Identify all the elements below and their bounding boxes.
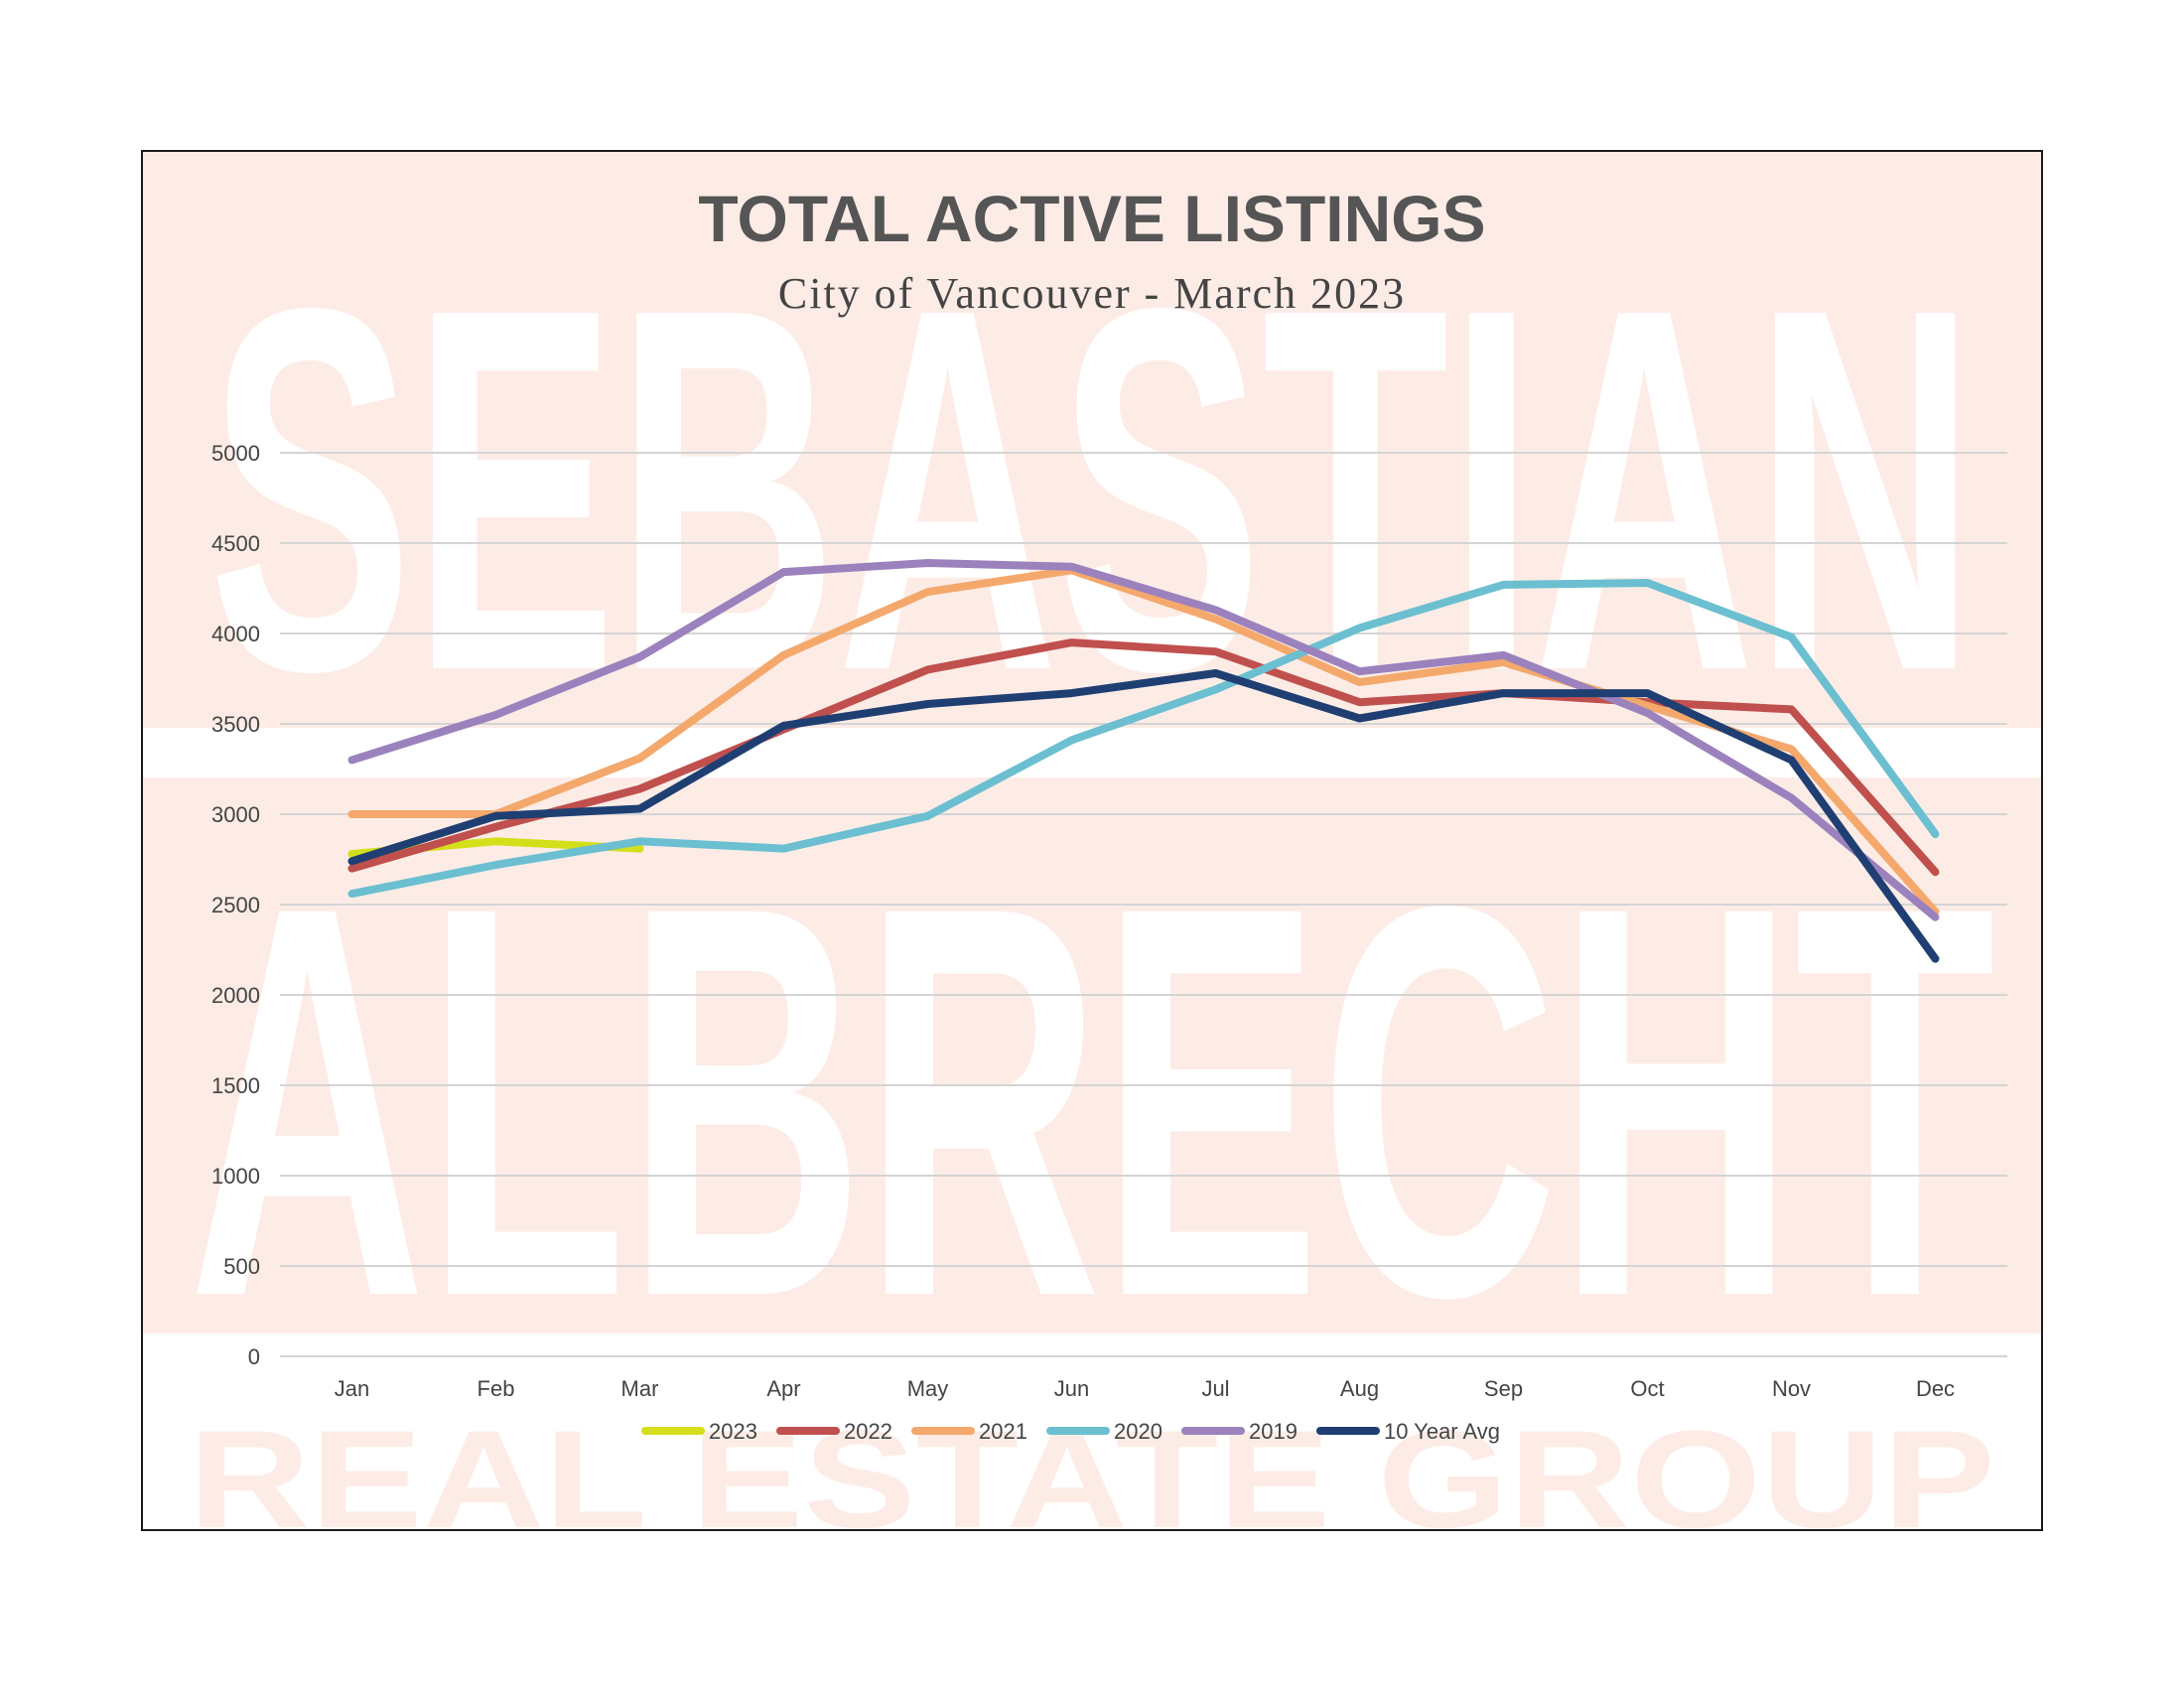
legend-label: 2022 — [844, 1419, 892, 1444]
chart-subtitle: City of Vancouver - March 2023 — [778, 269, 1406, 318]
legend-label: 10 Year Avg — [1384, 1419, 1500, 1444]
legend-item: 2021 — [911, 1419, 1027, 1444]
x-tick-label: Aug — [1340, 1376, 1379, 1401]
legend: 2023 2022 2021 2020 2019 10 Year Avg — [641, 1419, 1500, 1444]
series-layer — [347, 559, 1940, 963]
chart-frame: SEBASTIAN ALBRECHT REAL ESTATE GROUP TOT… — [141, 150, 2043, 1531]
watermark: SEBASTIAN ALBRECHT REAL ESTATE GROUP — [143, 152, 2041, 1529]
legend-label: 2021 — [979, 1419, 1027, 1444]
x-tick-label: Apr — [766, 1376, 800, 1401]
y-tick-label: 0 — [248, 1344, 260, 1369]
chart-svg: SEBASTIAN ALBRECHT REAL ESTATE GROUP TOT… — [143, 152, 2041, 1529]
legend-label: 2023 — [709, 1419, 757, 1444]
y-tick-label: 500 — [223, 1254, 260, 1279]
legend-item: 2023 — [641, 1419, 757, 1444]
y-tick-label: 4500 — [211, 531, 260, 556]
y-tick-label: 2000 — [211, 983, 260, 1008]
watermark-line2: ALBRECHT — [189, 790, 1995, 1412]
x-tick-label: Mar — [621, 1376, 659, 1401]
legend-item: 2019 — [1181, 1419, 1297, 1444]
series-line-2019 — [347, 559, 1940, 921]
y-tick-label: 5000 — [211, 441, 260, 466]
watermark-line1: SEBASTIAN — [208, 202, 1976, 778]
legend-item: 2020 — [1046, 1419, 1162, 1444]
x-tick-label: Dec — [1916, 1376, 1955, 1401]
x-tick-label: Feb — [478, 1376, 515, 1401]
watermark-line3: REAL ESTATE GROUP — [189, 1401, 1995, 1529]
x-tick-label: Sep — [1484, 1376, 1523, 1401]
x-tick-label: May — [907, 1376, 949, 1401]
x-tick-label: Nov — [1772, 1376, 1811, 1401]
legend-item: 2022 — [776, 1419, 892, 1444]
y-tick-label: 3500 — [211, 712, 260, 737]
series-line-2021 — [347, 566, 1940, 916]
legend-label: 2020 — [1114, 1419, 1162, 1444]
x-axis-ticks: Jan Feb Mar Apr May Jun Jul Aug Sep Oct Nov Dec — [335, 1376, 1955, 1401]
y-tick-label: 4000 — [211, 622, 260, 646]
legend-label: 2019 — [1249, 1419, 1297, 1444]
y-tick-label: 3000 — [211, 802, 260, 827]
legend-item: 10 Year Avg — [1316, 1419, 1500, 1444]
y-tick-label: 2500 — [211, 893, 260, 917]
x-tick-label: Jun — [1054, 1376, 1089, 1401]
series-line-2020 — [347, 579, 1940, 899]
chart-title: TOTAL ACTIVE LISTINGS — [698, 182, 1485, 255]
y-tick-label: 1500 — [211, 1073, 260, 1098]
y-tick-label: 1000 — [211, 1164, 260, 1189]
y-axis-ticks: 0 500 1000 1500 2000 2500 3000 3500 4000 4500 5000 — [211, 441, 260, 1369]
x-tick-label: Oct — [1630, 1376, 1664, 1401]
x-tick-label: Jul — [1201, 1376, 1229, 1401]
x-tick-label: Jan — [335, 1376, 369, 1401]
series-line-10-year-avg — [347, 669, 1940, 963]
watermark-band-top — [143, 152, 2041, 728]
